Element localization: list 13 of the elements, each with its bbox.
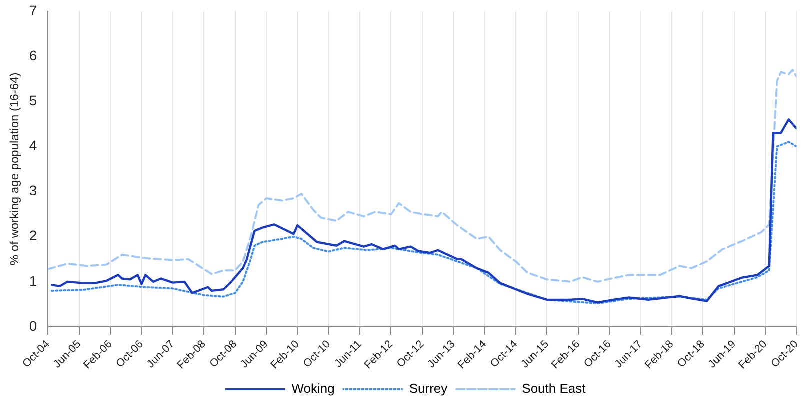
line-series <box>48 69 797 283</box>
y-tick-label: 2 <box>29 228 38 244</box>
y-tick-label: 1 <box>29 272 38 289</box>
y-tick-label: 3 <box>29 182 38 199</box>
legend-label: Woking <box>292 381 335 396</box>
y-tick-label: 4 <box>29 138 38 154</box>
y-tick-label: 6 <box>29 47 38 64</box>
y-axis-title: % of working age population (16-64) <box>8 72 22 266</box>
y-tick-label: 5 <box>29 92 38 108</box>
y-tick-label: 0 <box>29 318 38 334</box>
legend-label: South East <box>522 381 586 396</box>
y-tick-label: 7 <box>29 2 38 18</box>
legend-label: Surrey <box>409 381 448 396</box>
